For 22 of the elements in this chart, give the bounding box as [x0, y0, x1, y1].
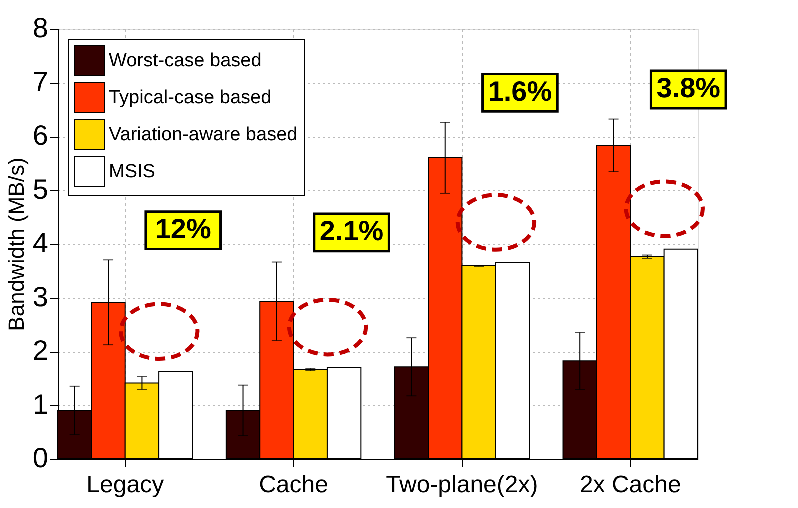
y-tick-label: 0: [32, 442, 48, 474]
y-tick-label: 7: [32, 66, 48, 98]
legend-label: Variation-aware based: [109, 124, 298, 146]
x-tick-label: Two-plane(2x): [386, 472, 538, 498]
y-tick-label: 4: [32, 228, 48, 258]
y-tick-label: 6: [32, 120, 48, 151]
legend-label: Worst-case based: [109, 50, 262, 72]
y-tick-label: 5: [32, 174, 48, 205]
y-tick-label: 1: [32, 388, 48, 420]
legend-label: MSIS: [109, 162, 156, 182]
y-tick-label: 2: [32, 335, 48, 366]
y-tick-label: 3: [32, 281, 48, 312]
x-tick-label: Cache: [259, 472, 328, 498]
x-tick-label: Legacy: [86, 472, 164, 498]
annotation: 1.6%: [488, 76, 552, 107]
annotation: 2.1%: [320, 216, 384, 247]
annotation: 3.8%: [656, 72, 721, 104]
legend-label: Typical-case based: [109, 88, 272, 108]
x-tick-label: 2x Cache: [580, 472, 682, 498]
annotation: 12%: [155, 214, 212, 245]
y-axis-title: Bandwidth (MB/s): [4, 158, 29, 332]
y-tick-label: 8: [32, 12, 48, 44]
